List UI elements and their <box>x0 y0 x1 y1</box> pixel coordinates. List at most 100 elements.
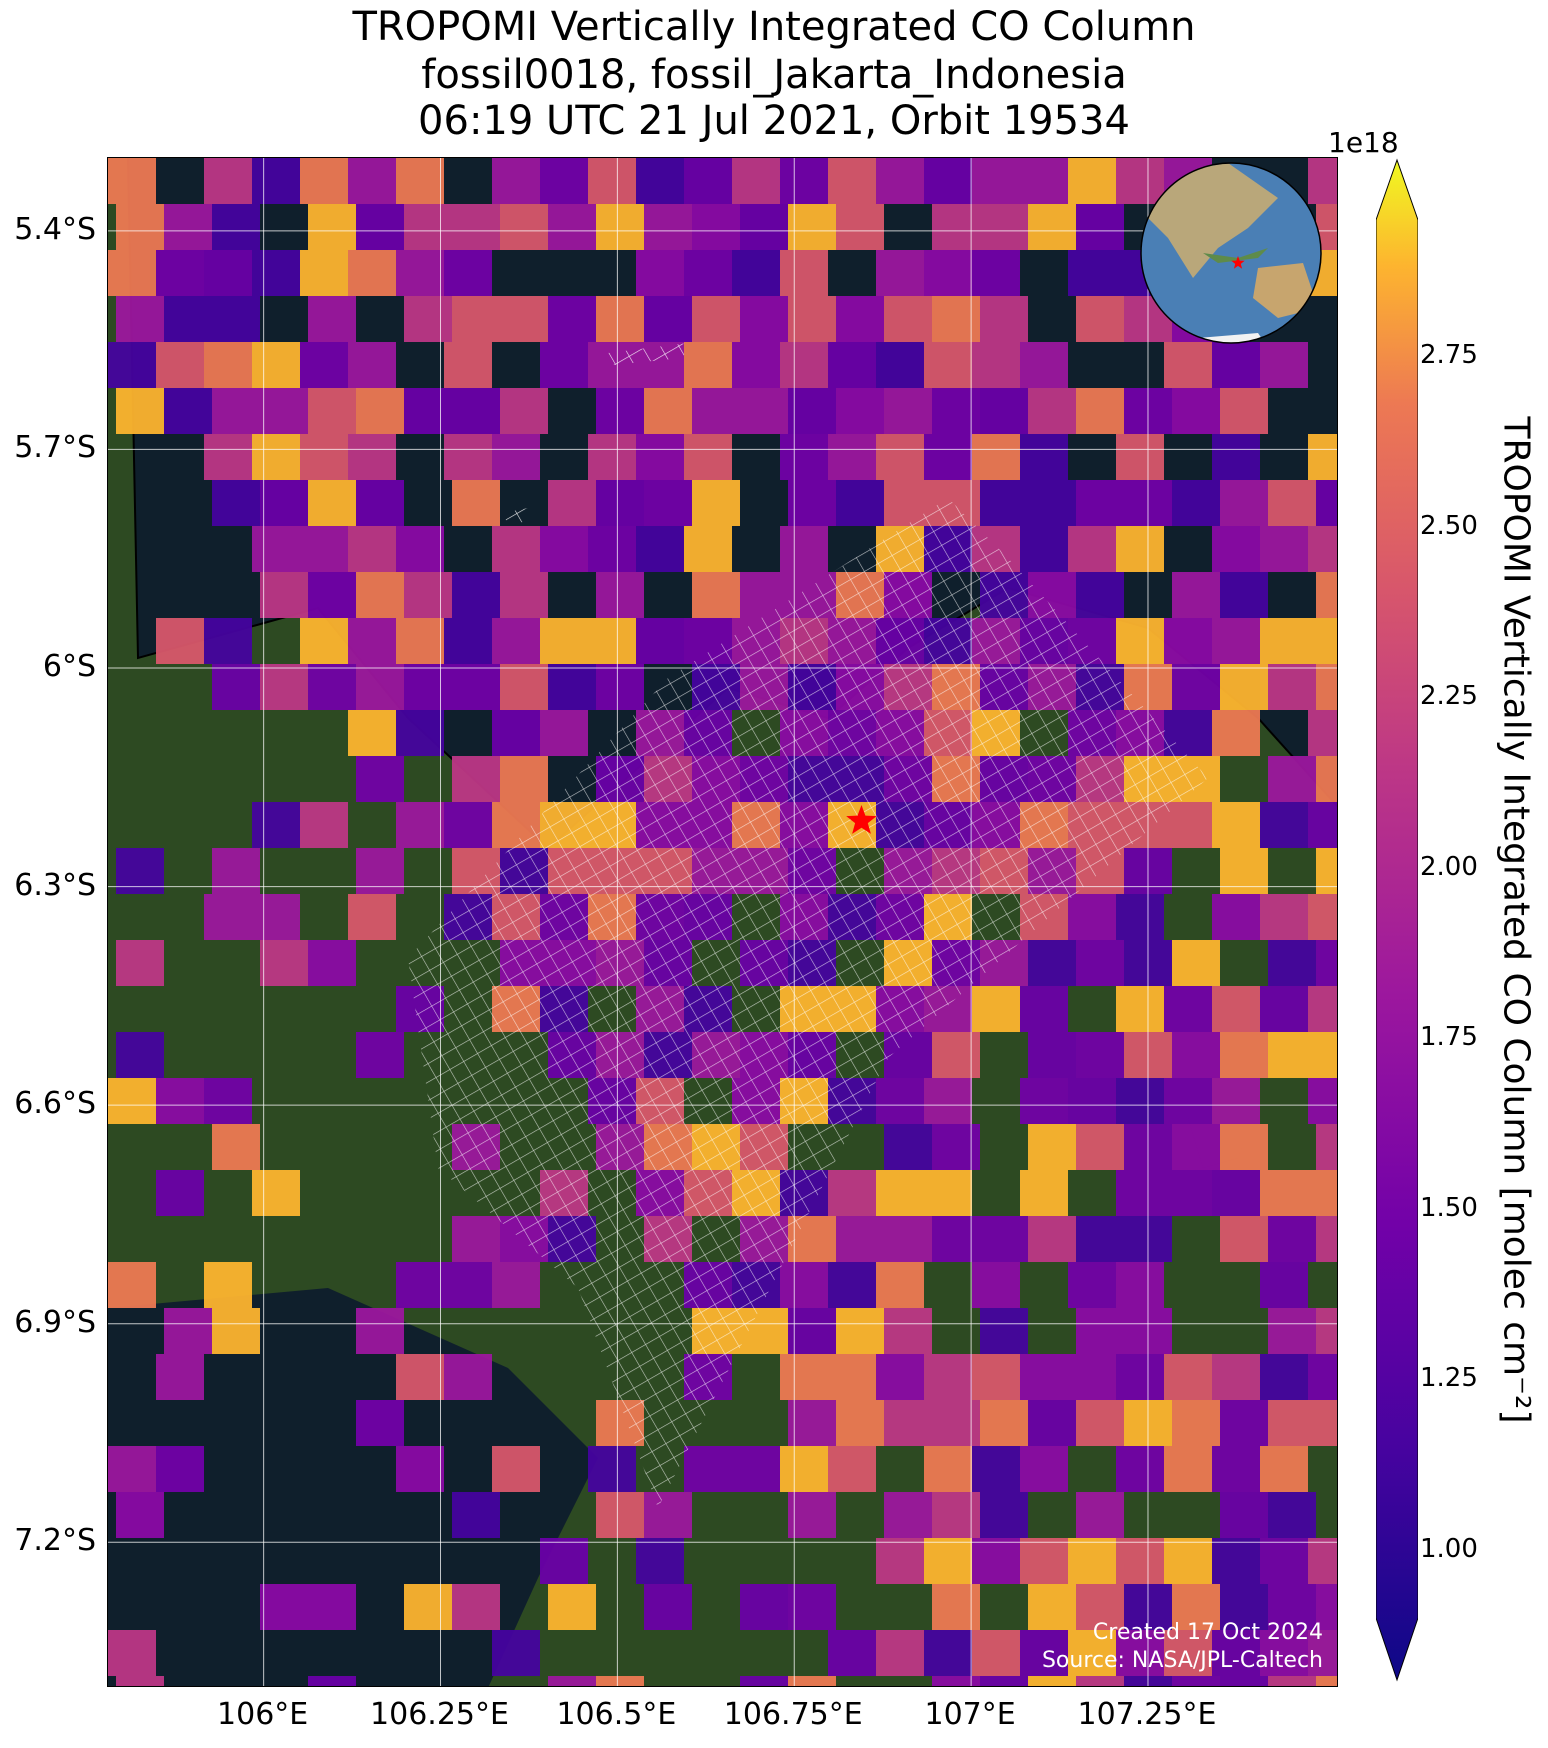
grid-fragment <box>603 343 688 366</box>
co-pixel <box>308 204 356 250</box>
co-pixel <box>876 434 924 480</box>
co-pixel <box>788 1308 836 1354</box>
inset-globe <box>1140 162 1322 344</box>
co-column-map[interactable] <box>108 158 1338 1687</box>
co-pixel <box>636 434 684 480</box>
co-pixel <box>404 664 452 710</box>
co-pixel <box>356 664 404 710</box>
co-pixel <box>1020 1354 1068 1400</box>
co-pixel <box>1172 940 1220 986</box>
co-pixel <box>972 1354 1020 1400</box>
co-pixel <box>588 526 636 572</box>
co-pixel <box>1316 940 1337 986</box>
co-pixel <box>492 158 540 204</box>
lat-tick-label: 7.2°S <box>14 1523 96 1559</box>
co-pixel <box>444 618 492 664</box>
co-pixel <box>308 572 356 618</box>
co-pixel <box>1220 388 1268 434</box>
co-pixel <box>972 342 1020 388</box>
co-pixel <box>1308 434 1337 480</box>
co-pixel <box>1076 1216 1124 1262</box>
co-pixel <box>732 250 780 296</box>
co-pixel <box>644 480 692 526</box>
co-pixel <box>1028 1124 1076 1170</box>
co-pixel <box>1260 1170 1308 1216</box>
co-pixel <box>212 296 260 342</box>
colorbar-tick-label: 2.00 <box>1420 851 1478 882</box>
co-pixel <box>1164 1170 1212 1216</box>
co-pixel <box>260 480 308 526</box>
co-pixel <box>980 1400 1028 1446</box>
co-pixel <box>780 434 828 480</box>
co-pixel <box>396 250 444 296</box>
co-pixel <box>452 572 500 618</box>
co-pixel <box>1212 986 1260 1032</box>
co-pixel <box>1164 1078 1212 1124</box>
co-pixel <box>396 526 444 572</box>
co-pixel <box>1068 894 1116 940</box>
co-pixel <box>644 1584 692 1630</box>
co-pixel <box>1268 756 1316 802</box>
co-pixel <box>788 388 836 434</box>
co-pixel <box>500 388 548 434</box>
red-star-icon <box>846 805 877 834</box>
colorbar-tick-label: 2.50 <box>1420 510 1478 541</box>
co-pixel <box>540 526 588 572</box>
co-pixel <box>116 1492 164 1538</box>
co-pixel <box>156 1446 204 1492</box>
co-pixel <box>876 1262 924 1308</box>
co-pixel <box>1220 1676 1268 1686</box>
co-pixel <box>1260 342 1308 388</box>
co-pixel <box>348 710 396 756</box>
co-pixel <box>980 1492 1028 1538</box>
co-pixel <box>1220 664 1268 710</box>
co-pixel <box>348 618 396 664</box>
co-pixel <box>1172 664 1220 710</box>
co-pixel <box>356 572 404 618</box>
co-pixel <box>588 434 636 480</box>
co-pixel <box>1316 1676 1337 1686</box>
co-pixel <box>1260 1446 1308 1492</box>
co-pixel <box>1028 1216 1076 1262</box>
co-pixel <box>1260 802 1308 848</box>
co-pixel <box>1076 1492 1124 1538</box>
co-pixel <box>1028 940 1076 986</box>
co-pixel <box>404 572 452 618</box>
co-pixel <box>156 1170 204 1216</box>
co-pixel <box>828 1170 876 1216</box>
co-pixel <box>932 1676 980 1686</box>
co-pixel <box>1020 158 1068 204</box>
co-pixel <box>1308 1170 1337 1216</box>
co-pixel <box>1316 480 1337 526</box>
map-panel[interactable] <box>107 157 1338 1687</box>
co-pixel <box>924 1354 972 1400</box>
co-pixel <box>356 848 404 894</box>
co-pixel <box>932 296 980 342</box>
co-pixel <box>636 618 684 664</box>
co-pixel <box>740 1676 788 1686</box>
co-pixel <box>924 342 972 388</box>
co-pixel <box>596 388 644 434</box>
co-pixel <box>540 618 588 664</box>
co-pixel <box>116 204 164 250</box>
co-pixel <box>540 158 588 204</box>
co-pixel <box>108 1078 156 1124</box>
co-pixel <box>876 1630 924 1676</box>
co-pixel <box>116 848 164 894</box>
co-pixel <box>692 480 740 526</box>
co-pixel <box>404 388 452 434</box>
co-pixel <box>788 1584 836 1630</box>
co-pixel <box>980 1676 1028 1686</box>
co-pixel <box>588 158 636 204</box>
lat-tick-label: 6.3°S <box>14 867 96 903</box>
co-pixel <box>492 1446 540 1492</box>
co-pixel <box>308 664 356 710</box>
co-pixel <box>548 664 596 710</box>
co-pixel <box>548 480 596 526</box>
co-pixel <box>1116 1262 1164 1308</box>
co-pixel <box>876 1078 924 1124</box>
co-pixel <box>932 1492 980 1538</box>
co-pixel <box>924 1538 972 1584</box>
co-pixel <box>1308 986 1337 1032</box>
co-pixel <box>1164 802 1212 848</box>
